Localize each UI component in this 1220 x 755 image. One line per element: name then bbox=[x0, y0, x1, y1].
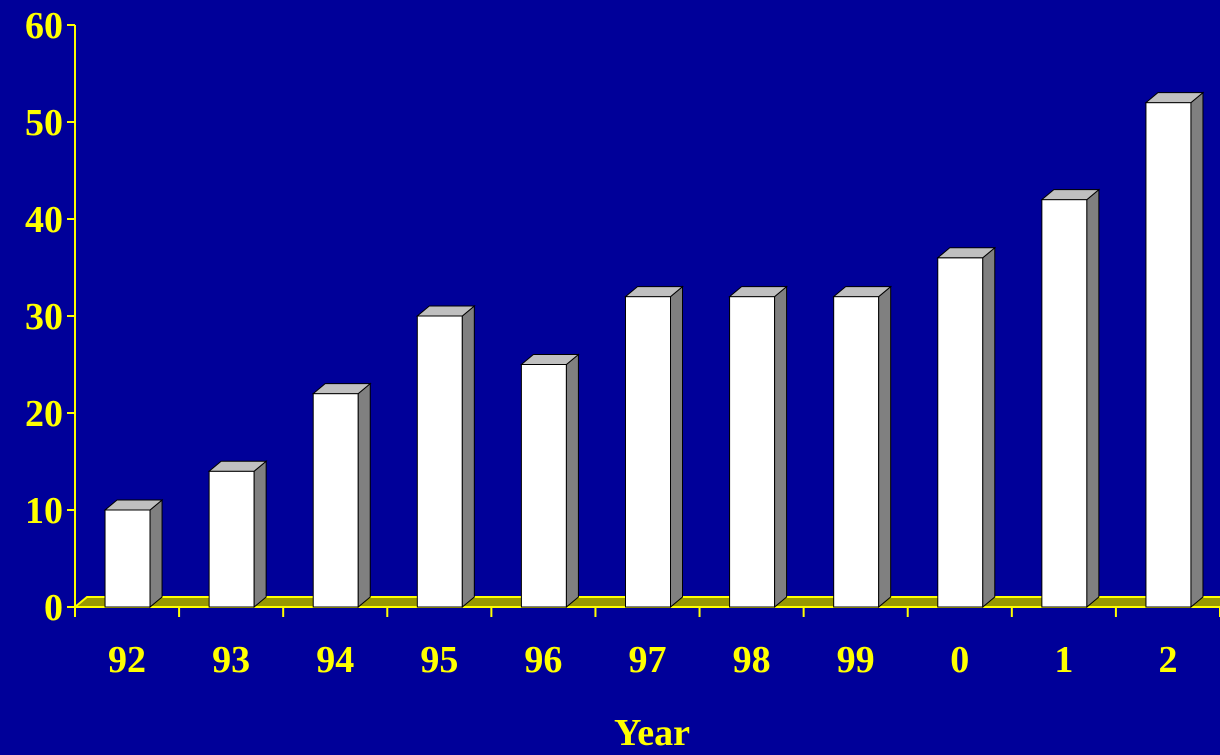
x-tick-label: 95 bbox=[420, 639, 458, 681]
bar-top bbox=[1144, 92, 1205, 104]
bar-side bbox=[1086, 188, 1100, 609]
bar-front bbox=[937, 257, 984, 608]
bar-front bbox=[1041, 199, 1088, 608]
bar-side bbox=[878, 285, 892, 609]
bar bbox=[415, 304, 476, 609]
x-axis-title: Year bbox=[614, 712, 690, 750]
bar-side bbox=[357, 382, 371, 609]
bar bbox=[311, 382, 372, 609]
bar-front bbox=[625, 296, 671, 608]
bar bbox=[936, 246, 997, 609]
bar-side bbox=[1190, 91, 1204, 609]
label-layer: 0 10 20 30 40 50 60 92 93 94 95 96 97 98 99 0 1 2 bbox=[25, 5, 1177, 681]
y-tick-label: 30 bbox=[25, 296, 63, 338]
bar-top bbox=[728, 286, 788, 298]
bar-front bbox=[208, 470, 255, 608]
x-tick-label: 0 bbox=[950, 639, 969, 681]
bar-front bbox=[1145, 102, 1192, 608]
bar bbox=[832, 285, 893, 609]
bar-front bbox=[833, 296, 880, 608]
bar-front bbox=[312, 393, 359, 608]
bar-top bbox=[103, 499, 164, 511]
bar bbox=[728, 285, 788, 609]
bar-top bbox=[936, 247, 997, 259]
bar-top bbox=[624, 286, 684, 298]
bar-side bbox=[774, 285, 788, 609]
bar-top bbox=[832, 286, 893, 298]
y-tick-label: 50 bbox=[25, 102, 63, 144]
bar-side bbox=[982, 246, 996, 609]
x-tick-label: 99 bbox=[837, 639, 875, 681]
bar bbox=[1144, 91, 1205, 609]
bars-layer bbox=[103, 91, 1205, 609]
x-tick-label: 98 bbox=[733, 639, 771, 681]
x-tick-label: 2 bbox=[1158, 639, 1177, 681]
bar-top bbox=[207, 460, 268, 472]
y-tick-label: 10 bbox=[25, 490, 63, 532]
x-tick-label: 94 bbox=[316, 639, 354, 681]
bar-front bbox=[520, 364, 567, 608]
bar-side bbox=[565, 353, 579, 609]
x-tick-label: 93 bbox=[212, 639, 250, 681]
y-tick-label: 20 bbox=[25, 393, 63, 435]
y-tick-label: 0 bbox=[44, 587, 63, 629]
y-tick-label: 40 bbox=[25, 199, 63, 241]
bar-top bbox=[1040, 189, 1101, 201]
bar-front bbox=[104, 509, 151, 608]
bar bbox=[624, 285, 684, 609]
bar-top bbox=[415, 305, 476, 317]
bar-top bbox=[311, 383, 372, 395]
bar bbox=[520, 353, 580, 609]
bar bbox=[207, 460, 268, 609]
bar-side bbox=[253, 460, 267, 609]
bar bbox=[1040, 188, 1101, 609]
x-tick-label: 96 bbox=[524, 639, 562, 681]
x-tick-label: 1 bbox=[1054, 639, 1073, 681]
bar-front bbox=[416, 315, 463, 608]
bar-side bbox=[149, 498, 163, 609]
bar-side bbox=[461, 304, 475, 609]
bar-side bbox=[670, 285, 683, 609]
bar-top bbox=[520, 354, 580, 365]
bar bbox=[103, 498, 164, 609]
y-tick-label: 60 bbox=[25, 5, 63, 47]
x-tick-label: 97 bbox=[629, 639, 667, 681]
x-tick-label: 92 bbox=[108, 639, 146, 681]
bar-front bbox=[729, 296, 776, 608]
